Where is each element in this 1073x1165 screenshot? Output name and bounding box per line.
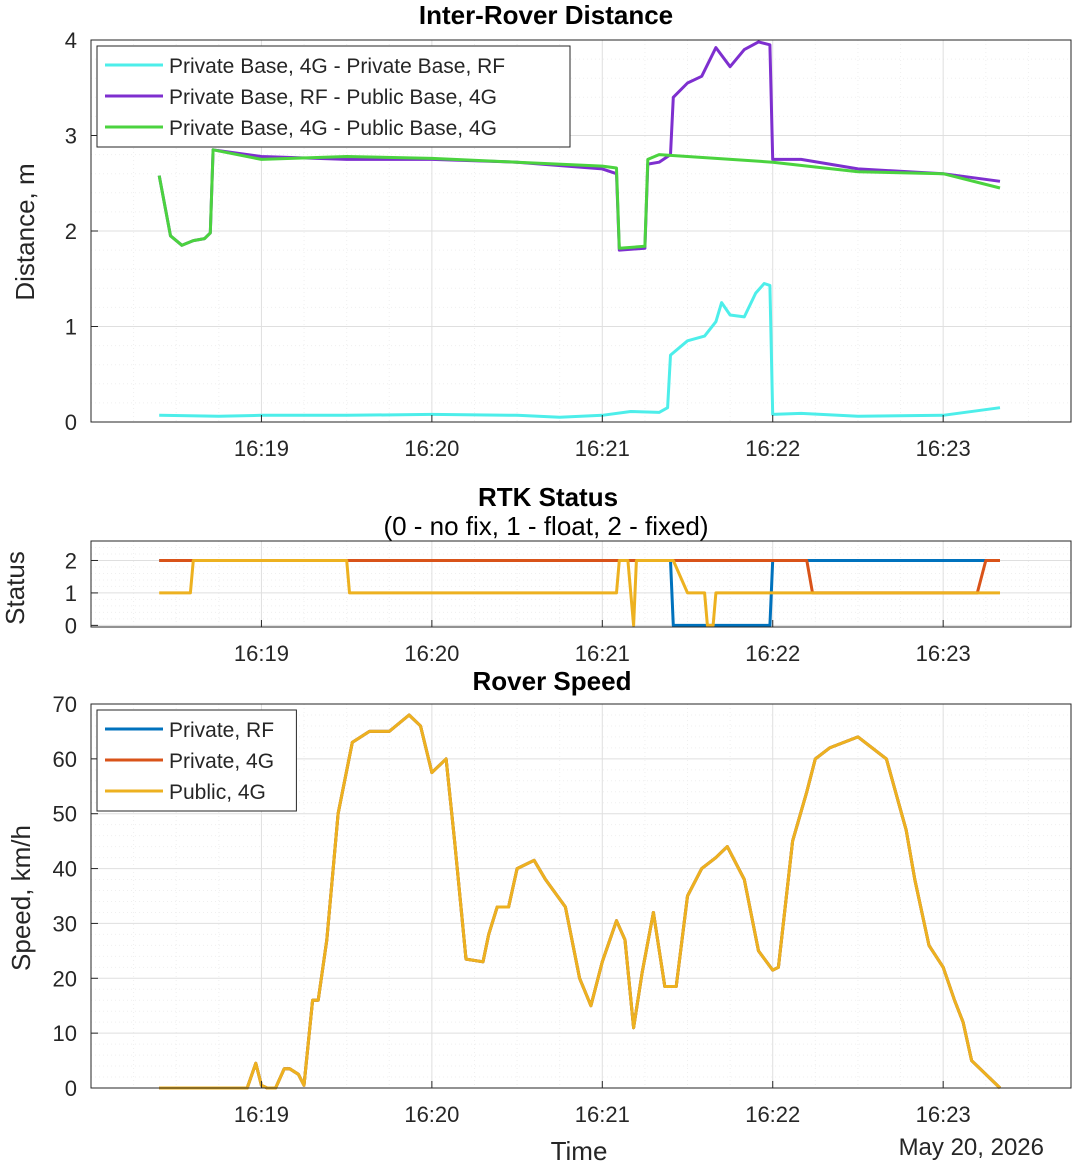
legend-box xyxy=(96,45,571,148)
x-tick-label: 16:22 xyxy=(745,641,800,666)
x-tick-label: 16:19 xyxy=(234,1102,289,1127)
y-tick-label: 10 xyxy=(53,1021,77,1046)
y-tick-label: 0 xyxy=(65,1076,77,1101)
distance-chart-series-private-base-4g-private-base-rf xyxy=(159,282,1001,419)
x-tick-label: 16:23 xyxy=(916,1102,971,1127)
speed-chart-axes-box xyxy=(90,703,1072,1089)
y-tick-label: 20 xyxy=(53,966,77,991)
rtk-status-chart-ylabel: Status xyxy=(0,551,30,625)
x-tick-label: 16:21 xyxy=(575,436,630,461)
rtk-status-chart-axes xyxy=(91,541,1071,627)
y-tick-label: 30 xyxy=(53,911,77,936)
rtk-status-chart: RTK Status (0 - no fix, 1 - float, 2 - f… xyxy=(0,482,1072,666)
x-tick-label: 16:19 xyxy=(234,436,289,461)
rtk-status-chart-subtitle: (0 - no fix, 1 - float, 2 - fixed) xyxy=(383,511,708,541)
x-tick-label: 16:20 xyxy=(404,436,459,461)
x-tick-label: 16:23 xyxy=(916,436,971,461)
y-tick-label: 2 xyxy=(65,548,77,573)
rtk-status-chart-series-public-4g xyxy=(159,559,1000,627)
legend-entry: Private Base, RF - Public Base, 4G xyxy=(169,86,497,109)
x-tick-label: 16:21 xyxy=(575,1102,630,1127)
speed-chart-title: Rover Speed xyxy=(473,666,632,696)
y-tick-label: 0 xyxy=(65,613,77,638)
speed-chart: Rover Speed Speed, km/h 010203040506070 … xyxy=(6,666,1072,1165)
y-tick-label: 40 xyxy=(53,857,77,882)
legend-entry: Public, 4G xyxy=(169,781,266,804)
legend-entry: Private, 4G xyxy=(169,750,274,773)
x-tick-label: 16:20 xyxy=(404,641,459,666)
legend-entry: Private Base, 4G - Public Base, 4G xyxy=(169,117,497,140)
y-tick-label: 0 xyxy=(65,410,77,435)
distance-chart: Inter-Rover Distance Distance, m 0 1 2 3 4 1… xyxy=(10,0,1072,461)
y-tick-label: 1 xyxy=(65,581,77,606)
x-tick-label: 16:22 xyxy=(745,1102,800,1127)
y-tick-label: 1 xyxy=(65,315,77,340)
x-tick-label: 16:23 xyxy=(916,641,971,666)
speed-chart-legend: Private, RF Private, 4G Public, 4G xyxy=(96,709,297,812)
distance-chart-series-private-base-4g-public-base-4g xyxy=(157,148,1001,250)
speed-chart-ylabel: Speed, km/h xyxy=(6,825,36,971)
x-tick-label: 16:21 xyxy=(575,641,630,666)
x-tick-label: 16:20 xyxy=(404,1102,459,1127)
speed-chart-xlabel: Time xyxy=(551,1136,608,1165)
rtk-status-chart-axes-box xyxy=(90,540,1072,628)
date-label: May 20, 2026 xyxy=(899,1134,1044,1161)
y-tick-label: 3 xyxy=(65,124,77,149)
y-tick-label: 50 xyxy=(53,802,77,827)
distance-chart-legend: Private Base, 4G - Private Base, RF Priva… xyxy=(96,45,571,148)
distance-chart-title: Inter-Rover Distance xyxy=(419,0,673,30)
x-tick-label: 16:22 xyxy=(745,436,800,461)
legend-entry: Private Base, 4G - Private Base, RF xyxy=(169,55,505,78)
y-tick-label: 4 xyxy=(65,28,77,53)
speed-chart-series-public-4g xyxy=(159,713,1002,1090)
y-tick-label: 60 xyxy=(53,747,77,772)
rtk-status-chart-title: RTK Status xyxy=(478,482,618,512)
y-tick-label: 70 xyxy=(53,692,77,717)
legend-entry: Private, RF xyxy=(169,719,274,742)
distance-chart-ylabel: Distance, m xyxy=(10,163,40,300)
y-tick-label: 2 xyxy=(65,219,77,244)
x-tick-label: 16:19 xyxy=(234,641,289,666)
